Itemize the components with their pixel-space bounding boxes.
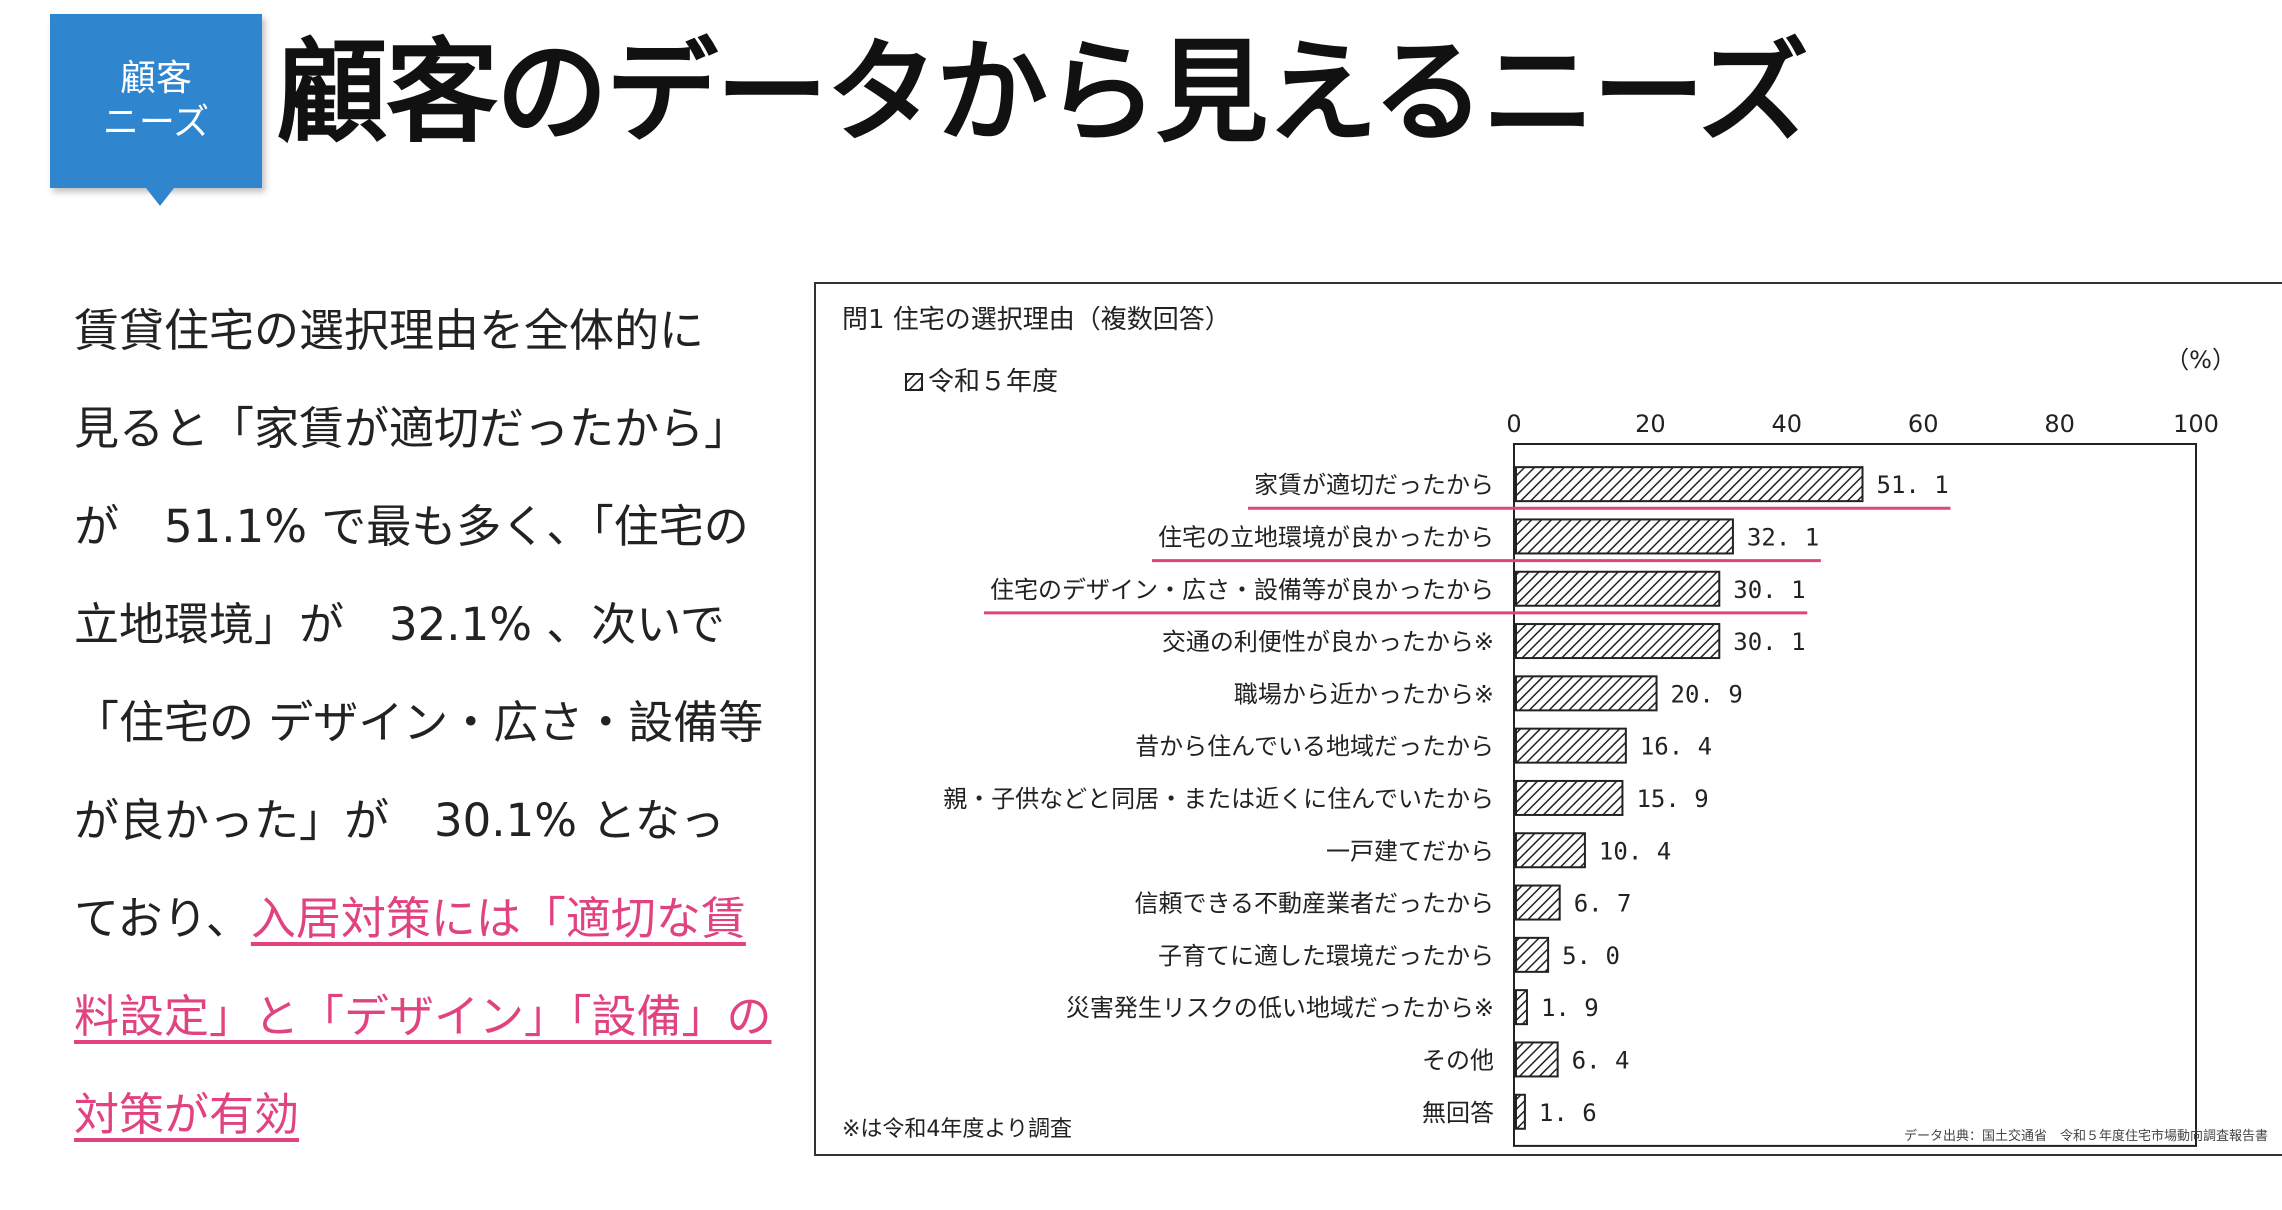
legend-swatch [905,373,923,391]
data-label: 5. 0 [1562,942,1620,970]
data-label: 10. 4 [1599,837,1671,865]
body-line: 賃貸住宅の選択理由を全体的に [74,304,705,357]
category-label: 一戸建てだから [1326,837,1494,865]
body-line: が良かった」が 30.1% となっ [74,794,725,847]
legend-label: 令和５年度 [928,367,1058,397]
category-label: 職場から近かったから※ [1234,680,1494,708]
section-badge: 顧客 ニーズ [50,14,262,206]
bar [1515,675,1658,712]
bar [1515,727,1627,764]
category-label: 住宅のデザイン・広さ・設備等が良かったから [990,576,1494,604]
x-tick-label: 20 [1635,410,1666,438]
category-label: その他 [1422,1046,1494,1074]
category-label: 住宅の立地環境が良かったから [1158,523,1494,551]
category-label: 子育てに適した環境だったから [1158,942,1494,970]
category-label: 交通の利便性が良かったから※ [1162,628,1494,656]
category-label: 信頼できる不動産業者だったから [1134,890,1494,918]
highlight-text: 料設定」と「デザイン」「設備」の [74,990,772,1043]
x-tick-label: 80 [2044,410,2075,438]
page-title: 顧客のデータから見えるニーズ [276,28,1809,158]
bar [1515,623,1721,660]
unit-label: （%） [2165,346,2236,374]
category-label: 災害発生リスクの低い地域だったから※ [1066,994,1494,1022]
data-label: 51. 1 [1877,471,1949,499]
badge-line-2: ニーズ [102,102,210,143]
category-label: 親・子供などと同居・または近くに住んでいたから [943,785,1494,813]
x-tick-label: 60 [1908,410,1939,438]
body-line-mixed: ており、入居対策には「適切な賃 [74,870,774,968]
bar [1515,1093,1526,1130]
category-label: 昔から住んでいる地域だったから [1135,733,1494,761]
x-tick-label: 40 [1772,410,1803,438]
data-label: 15. 9 [1636,785,1708,813]
source-note: データ出典：国土交通省 令和５年度住宅市場動向調査報告書 [1903,1129,2268,1144]
bar [1515,518,1734,555]
data-label: 30. 1 [1733,576,1805,604]
body-line: が 51.1% で最も多く、「住宅の [74,500,749,553]
body-text: 賃貸住宅の選択理由を全体的に 見ると「家賃が適切だったから」 が 51.1% で… [74,282,774,1164]
chart-panel: 問1 住宅の選択理由（複数回答） 令和５年度 （%） 0 20 40 60 80 100 … [814,282,2282,1156]
highlight-text: 対策が有効 [74,1088,300,1141]
chart-footnote: ※は令和4年度より調査 [842,1117,1072,1142]
data-label: 1. 6 [1539,1099,1597,1127]
x-tick-label: 100 [2173,410,2219,438]
category-label: 無回答 [1422,1099,1494,1127]
x-tick-label: 0 [1506,410,1521,438]
bar [1515,884,1561,921]
bar [1515,466,1864,503]
plot-frame [1513,443,2197,1147]
chart-title: 問1 住宅の選択理由（複数回答） [842,305,1231,335]
data-label: 30. 1 [1733,628,1805,656]
bar [1515,832,1586,869]
bar [1515,1041,1559,1078]
bar [1515,989,1528,1026]
data-label: 20. 9 [1671,680,1743,708]
bar [1515,779,1624,816]
category-label: 家賃が適切だったから [1254,471,1494,499]
data-label: 16. 4 [1640,733,1712,761]
bar-chart: 問1 住宅の選択理由（複数回答） 令和５年度 （%） 0 20 40 60 80 100 … [842,305,2236,1147]
badge-line-1: 顧客 [119,58,192,99]
data-label: 6. 7 [1574,890,1632,918]
bar [1515,570,1721,607]
body-line: 見ると「家賃が適切だったから」 [74,402,750,455]
highlight-text: 入居対策には「適切な賃 [250,892,746,945]
bar [1515,936,1550,973]
body-line: 立地環境」が 32.1% 、次いで [74,598,725,651]
body-line: 「住宅の デザイン・広さ・設備等 [74,696,764,749]
data-label: 6. 4 [1572,1046,1630,1074]
data-label: 32. 1 [1747,523,1819,551]
body-line: ており、 [74,892,251,945]
data-label: 1. 9 [1541,994,1599,1022]
